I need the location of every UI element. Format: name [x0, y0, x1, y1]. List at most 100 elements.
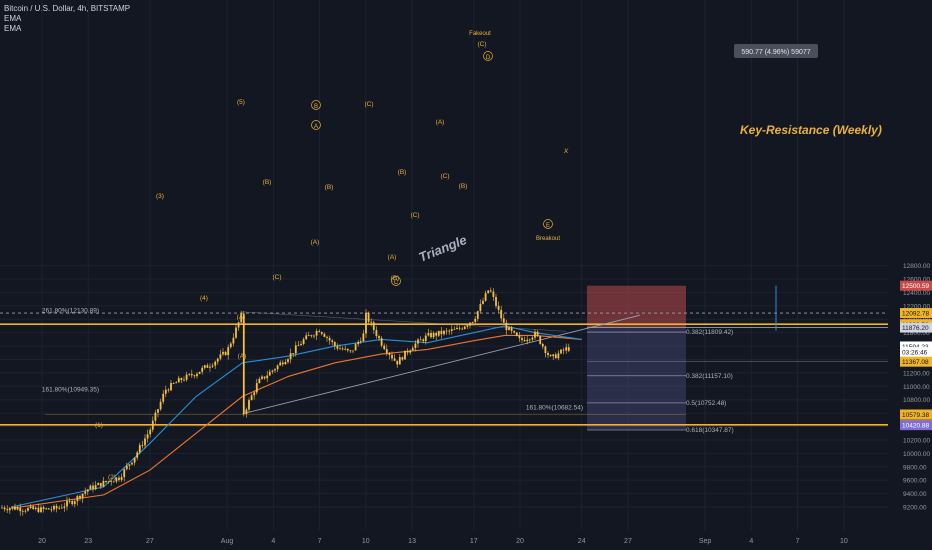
candle-body — [3, 507, 6, 510]
candle-body — [448, 330, 451, 332]
candle-body — [385, 349, 388, 353]
candle-body — [422, 339, 425, 342]
candle-body — [123, 469, 126, 478]
fib-label: 0.382(11157.10) — [686, 373, 733, 380]
candle-body — [209, 366, 211, 368]
candle-body — [326, 336, 328, 338]
candle-body — [302, 339, 305, 344]
wave-label: (B) — [263, 179, 272, 186]
wave-label: (4) — [200, 295, 208, 302]
candle-body — [539, 335, 542, 344]
candle-body — [333, 342, 336, 347]
candle-body — [396, 360, 399, 365]
candle-body — [560, 349, 562, 354]
price-tick-label: 11800.00 — [903, 330, 930, 337]
symbol-title[interactable]: Bitcoin / U.S. Dollar, 4h, BITSTAMP — [4, 4, 131, 13]
candle-body — [11, 506, 14, 509]
candle-body — [549, 355, 552, 357]
candle-body — [471, 321, 474, 323]
candle-body — [198, 371, 201, 374]
candle-body — [71, 501, 74, 505]
candle-body — [73, 501, 76, 505]
time-tick-label: 4 — [271, 538, 275, 545]
candle-body — [128, 464, 131, 466]
candle-body — [313, 335, 315, 337]
candle-body — [151, 420, 154, 430]
time-tick-label: 4 — [749, 538, 753, 545]
price-badge — [900, 308, 932, 319]
price-badges: 12500.5912092.7811926.5811876.2011594.23… — [900, 280, 932, 431]
candle-body — [248, 400, 250, 410]
candle-body — [258, 378, 261, 384]
candle-body — [216, 358, 219, 362]
chart-legend: Bitcoin / U.S. Dollar, 4h, BITSTAMP EMA … — [4, 4, 130, 34]
wave-label: D — [486, 55, 491, 61]
candle-body — [146, 434, 149, 439]
candle-body — [500, 309, 503, 319]
candle-body — [482, 300, 484, 304]
candle-body — [505, 322, 508, 331]
price-tick-label: 10200.00 — [903, 437, 930, 444]
candle-body — [523, 340, 526, 342]
candle-body — [274, 369, 276, 371]
candle-body — [357, 341, 360, 345]
position-zones — [0, 285, 888, 431]
candle-body — [398, 357, 401, 365]
candle-body — [279, 362, 282, 366]
candle-body — [346, 348, 349, 351]
candle-body — [565, 347, 568, 351]
candle-body — [8, 508, 11, 511]
candle-body — [211, 365, 214, 367]
wave-label: (A) — [237, 314, 246, 321]
candle-body — [487, 290, 490, 294]
candle-body — [118, 477, 120, 480]
candle-body — [432, 332, 435, 338]
price-badge-label: 10579.38 — [902, 412, 929, 419]
candle-body — [544, 346, 547, 354]
candle-body — [284, 362, 287, 365]
fib-label: 0.382(11809.42) — [686, 329, 733, 336]
candle-body — [42, 507, 45, 509]
wave-label: E — [546, 223, 550, 229]
trend-lines — [242, 285, 777, 415]
candle-body — [450, 329, 453, 331]
candle-body — [435, 332, 438, 336]
candle-body — [388, 352, 391, 355]
candle-body — [492, 291, 495, 297]
ema-indicator-2[interactable]: EMA — [4, 24, 22, 33]
candle-body — [378, 336, 380, 339]
candle-body — [68, 500, 71, 502]
wave-label: (2) — [108, 474, 116, 481]
price-tick-label: 9600.00 — [903, 478, 927, 485]
price-tick-label: 12800.00 — [903, 263, 930, 270]
candle-body — [310, 335, 313, 337]
candle-body — [427, 333, 430, 336]
triangle-label: Triangle — [417, 232, 469, 265]
candle-body — [219, 354, 222, 359]
candle-body — [21, 510, 24, 512]
time-tick-label: 17 — [470, 538, 478, 545]
candle-body — [526, 339, 529, 342]
price-badge — [900, 347, 932, 358]
candle-body — [554, 354, 557, 359]
ema-lines — [11, 325, 582, 509]
candle-body — [214, 361, 217, 366]
candle-body — [536, 331, 539, 336]
candle-body — [107, 481, 110, 483]
candle-body — [110, 481, 113, 483]
key-resistance-label: Key-Resistance (Weekly) — [740, 123, 882, 137]
candle-body — [55, 505, 58, 509]
time-axis[interactable]: 20 23 27 Aug 4 7 10 13 17 20 24 27 Sep 4 7 10 — [38, 538, 848, 545]
candle-body — [227, 347, 230, 356]
ema-indicator-1[interactable]: EMA — [4, 14, 22, 23]
candle-body — [193, 375, 196, 377]
candle-body — [328, 337, 331, 341]
fib-zone — [587, 327, 686, 431]
price-axis[interactable]: 9200.00 9400.00 9600.00 9800.00 10000.00 1020… — [903, 263, 930, 511]
wave-label: (A) — [388, 254, 397, 261]
breakout-label: Breakout — [536, 236, 560, 242]
wave-labels: (1) (2) (3) (4) (5) (A) (B) (C) A B C D E (A) (B) (C) (A… — [95, 41, 569, 481]
candle-body — [531, 337, 534, 340]
candle-body — [131, 462, 133, 465]
